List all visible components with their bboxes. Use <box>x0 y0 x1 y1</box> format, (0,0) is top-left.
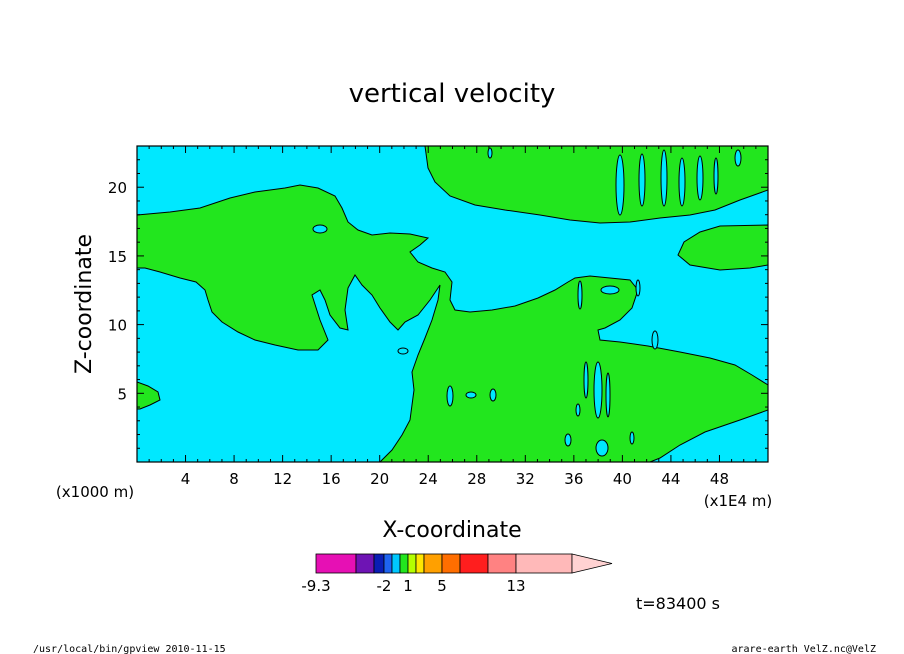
colorbar-segment <box>315 553 357 574</box>
colorbar-segment <box>441 553 461 574</box>
x-tick-label: 32 <box>516 470 535 488</box>
footer-left: /usr/local/bin/gpview 2010-11-15 <box>33 644 226 654</box>
colorbar-label: -9.3 <box>301 577 330 595</box>
colorbar-segment <box>415 553 425 574</box>
chart-title: vertical velocity <box>349 79 556 109</box>
time-label: t=83400 s <box>636 594 720 613</box>
colorbar-segment <box>399 553 409 574</box>
colorbar-segment <box>407 553 417 574</box>
x-tick-label: 16 <box>322 470 341 488</box>
x-unit-right: (x1E4 m) <box>704 492 773 510</box>
colorbar-segment <box>391 553 401 574</box>
footer-right: arare-earth_VelZ.nc@VelZ <box>732 644 877 654</box>
plot-area <box>136 145 769 463</box>
y-axis: 5 10 15 20 <box>108 159 768 449</box>
x-axis-title: X-coordinate <box>382 518 521 543</box>
colorbar-label: -2 <box>377 577 392 595</box>
colorbar-labels: -9.3 -2 1 5 13 <box>301 577 525 595</box>
colorbar-segment <box>515 553 573 574</box>
y-tick-label: 15 <box>108 248 127 266</box>
colorbar-segment <box>373 553 385 574</box>
colorbar-segment <box>423 553 443 574</box>
colorbar-label: 13 <box>506 577 525 595</box>
colorbar-segment <box>459 553 489 574</box>
x-tick-label: 36 <box>564 470 583 488</box>
x-tick-label: 24 <box>419 470 438 488</box>
negative-holes <box>312 147 742 457</box>
positive-region <box>677 224 768 271</box>
x-tick-label: 8 <box>229 470 239 488</box>
colorbar <box>315 553 613 574</box>
colorbar-end-triangle <box>571 553 613 574</box>
colorbar-label: 5 <box>437 577 447 595</box>
x-axis: 4 8 12 16 20 24 28 32 36 40 44 48 <box>148 146 757 488</box>
y-axis-title: Z-coordinate <box>72 234 97 374</box>
y-tick-label: 20 <box>108 179 127 197</box>
x-unit-left: (x1000 m) <box>56 483 134 501</box>
colorbar-segment <box>355 553 375 574</box>
x-tick-label: 28 <box>467 470 486 488</box>
y-tick-label: 10 <box>108 317 127 335</box>
x-tick-label: 40 <box>613 470 632 488</box>
colorbar-label: 1 <box>403 577 413 595</box>
x-tick-label: 12 <box>273 470 292 488</box>
x-tick-label: 44 <box>661 470 680 488</box>
colorbar-segment <box>383 553 393 574</box>
colorbar-segment <box>487 553 517 574</box>
x-tick-label: 20 <box>370 470 389 488</box>
x-tick-label: 4 <box>181 470 191 488</box>
x-tick-label: 48 <box>710 470 729 488</box>
y-tick-label: 5 <box>117 385 127 403</box>
